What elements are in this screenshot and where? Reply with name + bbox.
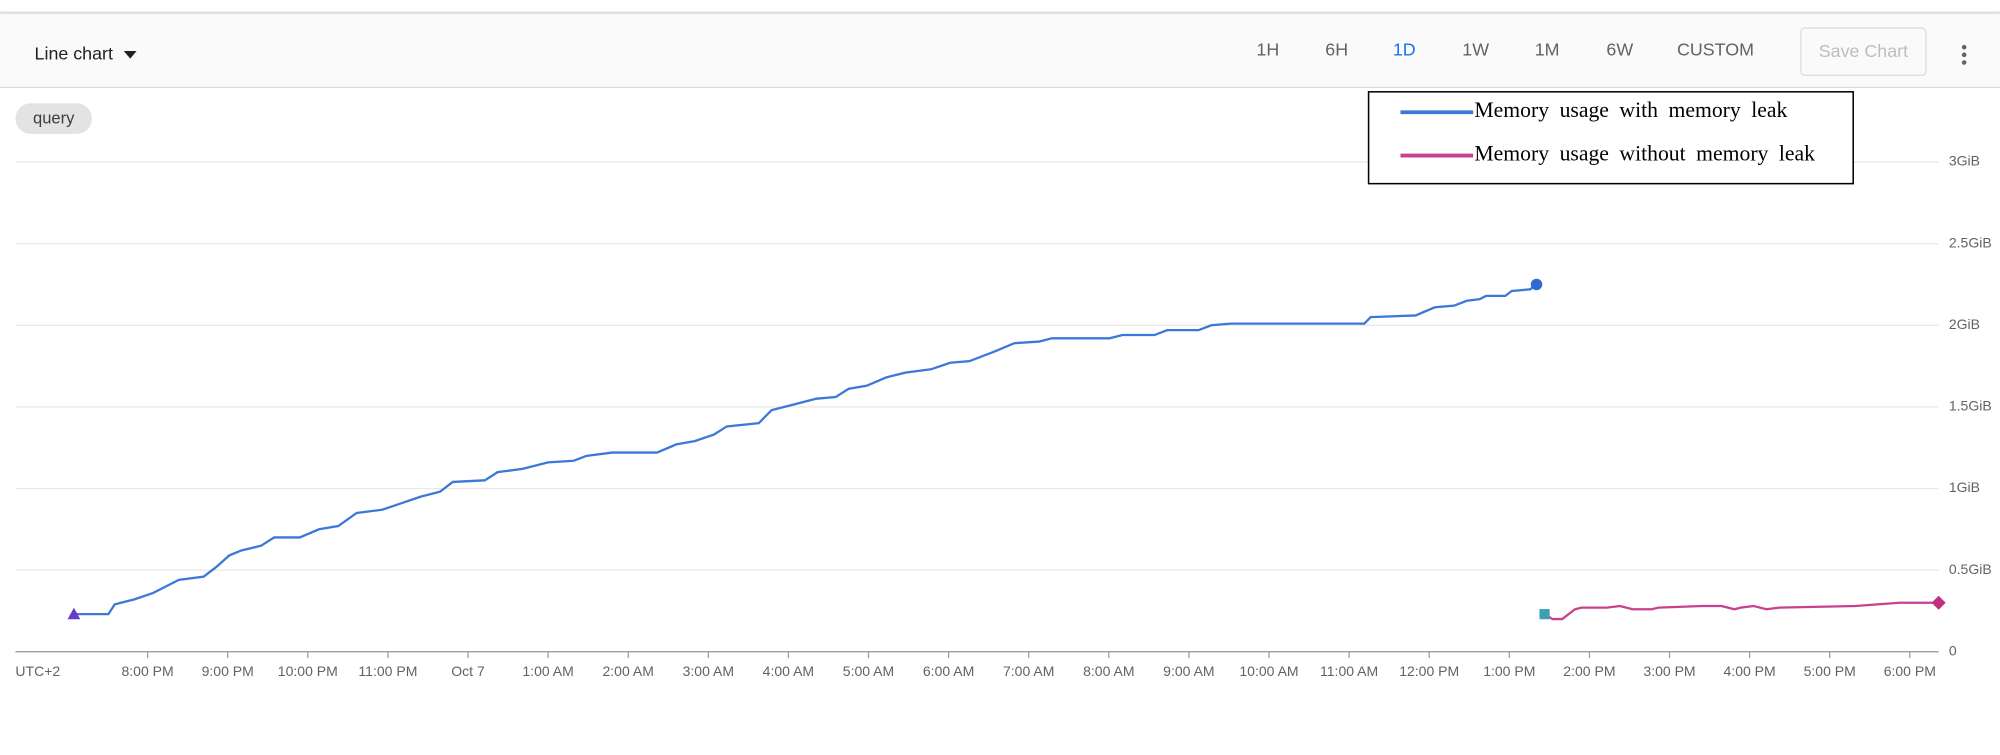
legend-label: Memory usage with memory leak <box>1474 98 1787 122</box>
x-tick-label: 3:00 AM <box>683 663 734 679</box>
plot: 0 0.5GiB 1GiB 1.5GiB 2GiB 2.5GiB 3GiB 8:00 PM 9:… <box>15 91 1992 679</box>
range-button[interactable]: CUSTOM <box>1677 40 1754 60</box>
x-tick-label: 8:00 PM <box>122 663 174 679</box>
y-tick-label: 0.5GiB <box>1949 561 1992 577</box>
y-tick-label: 0 <box>1949 642 1957 658</box>
x-tick-label: 7:00 AM <box>1003 663 1054 679</box>
end-marker <box>1931 595 1946 610</box>
x-tick-label: 11:00 PM <box>358 663 417 679</box>
range-button[interactable]: 1H <box>1256 40 1279 60</box>
range-button[interactable]: 6W <box>1606 40 1633 60</box>
query-chip-label[interactable]: query <box>33 109 75 128</box>
series-line <box>73 283 1538 616</box>
x-tick-label: 9:00 PM <box>202 663 254 679</box>
x-tick-label: 12:00 PM <box>1399 663 1459 679</box>
top-border <box>0 11 2000 15</box>
x-tick-label: 1:00 AM <box>522 663 573 679</box>
y-tick-label: 1GiB <box>1949 479 1980 495</box>
legend-box <box>1367 91 1854 185</box>
x-tick-label: 4:00 PM <box>1724 663 1776 679</box>
more-menu[interactable] <box>1961 44 1967 65</box>
x-tick-label: 11:00 AM <box>1320 663 1378 679</box>
x-tick-label: 3:00 PM <box>1643 663 1695 679</box>
legend-label: Memory usage without memory leak <box>1474 142 1815 166</box>
series-line <box>1543 601 1939 621</box>
range-button[interactable]: 1M <box>1535 40 1560 60</box>
x-axis-label: UTC+2 <box>15 663 60 679</box>
y-tick-label: 2.5GiB <box>1949 234 1992 250</box>
x-tick-label: 1:00 PM <box>1483 663 1535 679</box>
x-tick-label: 5:00 AM <box>843 663 894 679</box>
range-button[interactable]: 1W <box>1462 40 1489 60</box>
x-tick-label: 5:00 PM <box>1804 663 1856 679</box>
x-tick-label: 2:00 AM <box>602 663 653 679</box>
range-button[interactable]: 6H <box>1325 40 1348 60</box>
x-tick-label: 8:00 AM <box>1083 663 1134 679</box>
end-marker <box>1530 278 1543 291</box>
x-tick-label: 10:00 PM <box>278 663 338 679</box>
save-button-label[interactable]: Save Chart <box>1819 41 1908 61</box>
query-chip[interactable] <box>15 103 92 134</box>
x-tick-label: 2:00 PM <box>1563 663 1615 679</box>
y-tick-label: 3GiB <box>1949 153 1980 169</box>
x-tick-label: 10:00 AM <box>1239 663 1298 679</box>
x-tick-label: Oct 7 <box>451 663 485 679</box>
save-button[interactable] <box>1800 27 1927 76</box>
y-tick-label: 1.5GiB <box>1949 398 1992 414</box>
y-tick-label: 2GiB <box>1949 316 1980 332</box>
x-tick-label: 6:00 PM <box>1884 663 1936 679</box>
x-tick-label: 4:00 AM <box>763 663 814 679</box>
start-marker <box>1539 609 1550 620</box>
x-tick-label: 6:00 AM <box>923 663 974 679</box>
dropdown-arrow[interactable] <box>123 51 137 59</box>
start-marker <box>67 607 81 620</box>
range-button[interactable]: 1D <box>1393 40 1416 60</box>
toolbar <box>0 14 2000 87</box>
range-buttons: 1H 6H 1D 1W 1M 6W CUSTOM <box>1256 40 1754 60</box>
x-tick-label: 9:00 AM <box>1163 663 1214 679</box>
chart-type-dropdown[interactable]: Line chart <box>35 44 113 64</box>
